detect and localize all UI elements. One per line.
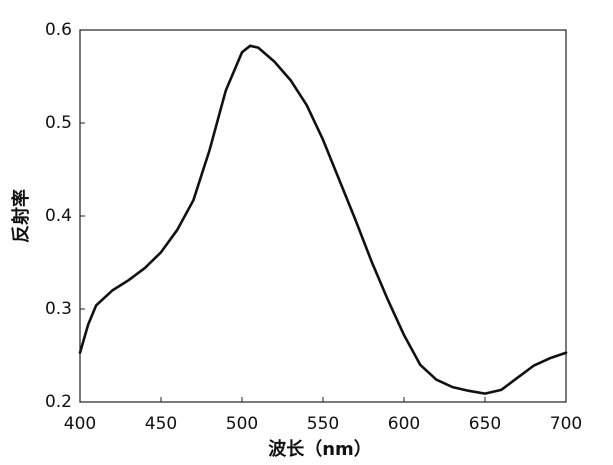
y-tick-label: 0.5 xyxy=(45,113,72,133)
x-tick-label: 650 xyxy=(469,414,501,434)
line-series xyxy=(78,44,568,395)
x-axis-label: 波长（nm） xyxy=(268,438,372,460)
plot-frame xyxy=(79,29,567,403)
y-tick-label: 0.4 xyxy=(45,206,72,226)
x-tick-label: 500 xyxy=(226,414,258,434)
y-tick-label: 0.6 xyxy=(45,20,72,40)
x-tick-label: 600 xyxy=(388,414,420,434)
x-tick-label: 450 xyxy=(145,414,177,434)
y-axis-label: 反射率 xyxy=(10,189,32,243)
x-tick-label: 400 xyxy=(64,414,96,434)
x-tick-label: 550 xyxy=(307,414,339,434)
x-tick-label: 700 xyxy=(550,414,582,434)
y-tick-label: 0.3 xyxy=(45,299,72,319)
y-tick-label: 0.2 xyxy=(45,392,72,412)
